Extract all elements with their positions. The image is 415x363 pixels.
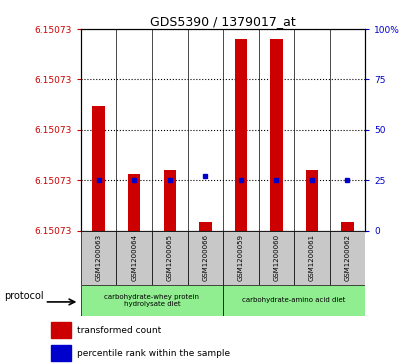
Bar — [51, 322, 71, 338]
Text: GSM1200065: GSM1200065 — [167, 234, 173, 281]
Bar — [223, 285, 365, 316]
Text: carbohydrate-amino acid diet: carbohydrate-amino acid diet — [242, 297, 346, 303]
Bar — [81, 285, 223, 316]
Bar — [306, 170, 318, 231]
Text: GSM1200059: GSM1200059 — [238, 234, 244, 281]
Bar — [117, 231, 152, 285]
Bar — [128, 174, 140, 231]
Text: GSM1200062: GSM1200062 — [344, 234, 350, 281]
Text: transformed count: transformed count — [77, 326, 161, 335]
Bar — [234, 39, 247, 231]
Bar — [188, 231, 223, 285]
Bar — [81, 231, 117, 285]
Bar — [341, 223, 354, 231]
Bar — [152, 231, 188, 285]
Text: GSM1200060: GSM1200060 — [273, 234, 279, 281]
Bar — [199, 223, 212, 231]
Bar — [51, 345, 71, 361]
Bar — [164, 170, 176, 231]
Text: percentile rank within the sample: percentile rank within the sample — [77, 348, 230, 358]
Bar — [93, 106, 105, 231]
Bar — [330, 231, 365, 285]
Text: GSM1200063: GSM1200063 — [96, 234, 102, 281]
Bar — [223, 231, 259, 285]
Text: GSM1200061: GSM1200061 — [309, 234, 315, 281]
Text: GSM1200064: GSM1200064 — [131, 234, 137, 281]
Text: protocol: protocol — [4, 291, 44, 301]
Text: carbohydrate-whey protein
hydrolysate diet: carbohydrate-whey protein hydrolysate di… — [105, 294, 200, 307]
Bar — [270, 39, 283, 231]
Text: GSM1200066: GSM1200066 — [202, 234, 208, 281]
Bar — [294, 231, 330, 285]
Bar — [259, 231, 294, 285]
Title: GDS5390 / 1379017_at: GDS5390 / 1379017_at — [150, 15, 296, 28]
